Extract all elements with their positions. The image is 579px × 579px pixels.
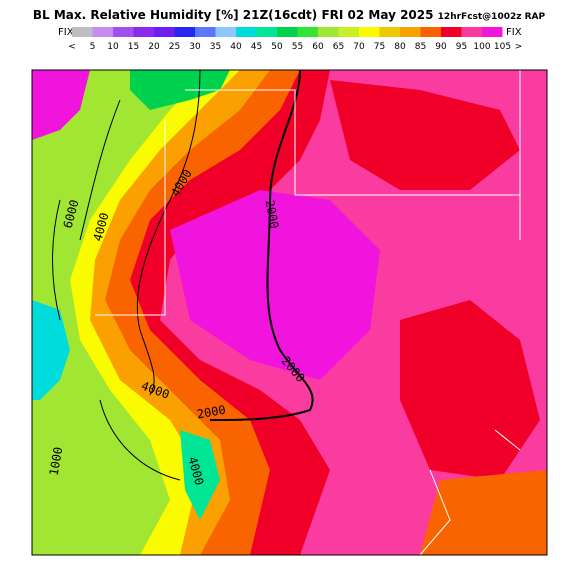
legend-swatch <box>113 27 134 37</box>
field-cyan <box>32 300 70 400</box>
legend-label: 70 <box>353 42 365 52</box>
legend-swatch <box>236 27 257 37</box>
legend-label: 105 <box>494 42 511 52</box>
legend-swatch <box>482 27 503 37</box>
legend-swatch <box>318 27 339 37</box>
legend-label: 55 <box>292 42 303 52</box>
field-ne-red <box>330 80 520 190</box>
legend-swatch <box>215 27 236 37</box>
legend-label: 5 <box>90 42 96 52</box>
field-gulf-orange <box>420 470 547 555</box>
legend-swatch <box>338 27 359 37</box>
legend-label: 80 <box>394 42 406 52</box>
legend-swatch <box>277 27 298 37</box>
contour-label: 1000 <box>47 446 66 477</box>
legend-swatch <box>461 27 482 37</box>
field-green <box>130 70 230 110</box>
contour-2000 <box>209 69 314 421</box>
contours <box>52 69 314 481</box>
legend-swatch <box>92 27 113 37</box>
legend-label: 15 <box>128 42 139 52</box>
legend-label: 90 <box>435 42 447 52</box>
legend-swatch <box>297 27 318 37</box>
legend-label: 85 <box>415 42 426 52</box>
legend-swatch <box>174 27 195 37</box>
legend-swatch <box>195 27 216 37</box>
field-se-red <box>400 300 540 480</box>
fix-right: FIX <box>506 27 522 38</box>
humidity-field <box>32 70 547 555</box>
legend-swatch <box>133 27 154 37</box>
legend-label: 100 <box>473 42 490 52</box>
field-teal <box>180 430 220 520</box>
field-core-magenta <box>170 190 380 380</box>
legend-label: > <box>515 42 523 52</box>
legend-label: 95 <box>456 42 467 52</box>
fix-left: FIX <box>58 27 74 38</box>
legend-swatch <box>72 27 93 37</box>
legend-label: 10 <box>107 42 119 52</box>
legend-label: 60 <box>312 42 324 52</box>
legend-swatch <box>420 27 441 37</box>
legend-label: 35 <box>210 42 221 52</box>
field-nw-magenta <box>32 70 90 140</box>
legend-label: 25 <box>169 42 180 52</box>
contour-label: 2000 <box>263 199 282 230</box>
borders <box>31 69 548 556</box>
legend-swatch <box>379 27 400 37</box>
legend-swatch <box>400 27 421 37</box>
map-frame <box>31 69 548 556</box>
title: BL Max. Relative Humidity [%] 21Z(16cdt)… <box>33 8 546 22</box>
legend-swatch <box>154 27 175 37</box>
legend-swatch <box>256 27 277 37</box>
legend-label: 45 <box>251 42 262 52</box>
subtitle: 12hrFcst@1002z RAP <box>438 12 546 22</box>
field-ygreen <box>32 70 210 555</box>
legend-label: 65 <box>333 42 344 52</box>
state-lines <box>95 70 521 556</box>
contour-label: 2000 <box>196 403 227 422</box>
contour-4000 <box>136 69 201 396</box>
legend-label: 50 <box>271 42 283 52</box>
title-text: BL Max. Relative Humidity [%] 21Z(16cdt)… <box>33 8 434 22</box>
legend-label: 75 <box>374 42 385 52</box>
color-legend: <5 10 15 20 25 30 35 40 45 50 55 60 65 70 75 80 85 90 95 10… <box>68 27 522 52</box>
legend-swatch <box>441 27 462 37</box>
legend-swatch <box>359 27 380 37</box>
legend-label: 30 <box>189 42 201 52</box>
legend-label: 20 <box>148 42 160 52</box>
legend-label: < <box>68 42 76 52</box>
legend-label: 40 <box>230 42 242 52</box>
contour-extra <box>52 99 181 481</box>
